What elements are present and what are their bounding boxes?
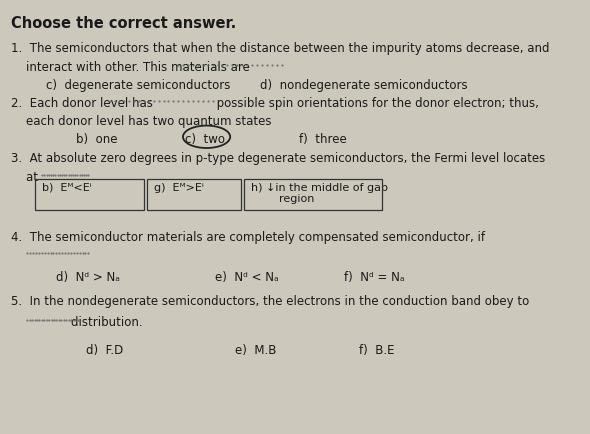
Text: c)  degenerate semiconductors: c) degenerate semiconductors [46,79,231,92]
Text: c)  two: c) two [185,133,225,146]
Text: f)  Nᵈ = Nₐ: f) Nᵈ = Nₐ [344,271,405,284]
Text: d)  Nᵈ > Nₐ: d) Nᵈ > Nₐ [56,271,120,284]
Text: distribution.: distribution. [26,316,143,329]
Text: 2.  Each donor level has                 possible spin orientations for the dono: 2. Each donor level has possible spin or… [11,97,539,110]
Text: f)  B.E: f) B.E [359,344,395,357]
Text: e)  Nᵈ < Nₐ: e) Nᵈ < Nₐ [215,271,278,284]
Text: at: at [26,171,91,184]
Text: 1.  The semiconductors that when the distance between the impurity atoms decreas: 1. The semiconductors that when the dist… [11,43,550,56]
Text: b)  one: b) one [76,133,117,146]
Text: e)  M.B: e) M.B [235,344,276,357]
Text: d)  F.D: d) F.D [86,344,123,357]
Text: each donor level has two quantum states: each donor level has two quantum states [26,115,272,128]
Text: h) ↓in the middle of gap
        region: h) ↓in the middle of gap region [251,183,388,204]
Text: Choose the correct answer.: Choose the correct answer. [11,16,237,32]
Text: b)  Eᴹ<Eⁱ: b) Eᴹ<Eⁱ [42,183,92,193]
Text: g)  Eᴹ>Eⁱ: g) Eᴹ>Eⁱ [154,183,204,193]
Text: interact with other. This materials are: interact with other. This materials are [26,61,299,74]
Text: d)  nondegenerate semiconductors: d) nondegenerate semiconductors [260,79,467,92]
Text: 3.  At absolute zero degrees in p-type degenerate semiconductors, the Fermi leve: 3. At absolute zero degrees in p-type de… [11,152,546,165]
Text: 5.  In the nondegenerate semiconductors, the electrons in the conduction band ob: 5. In the nondegenerate semiconductors, … [11,296,530,309]
Text: 4.  The semiconductor materials are completely compensated semiconductor, if: 4. The semiconductor materials are compl… [11,231,486,244]
Text: f)  three: f) three [300,133,348,146]
